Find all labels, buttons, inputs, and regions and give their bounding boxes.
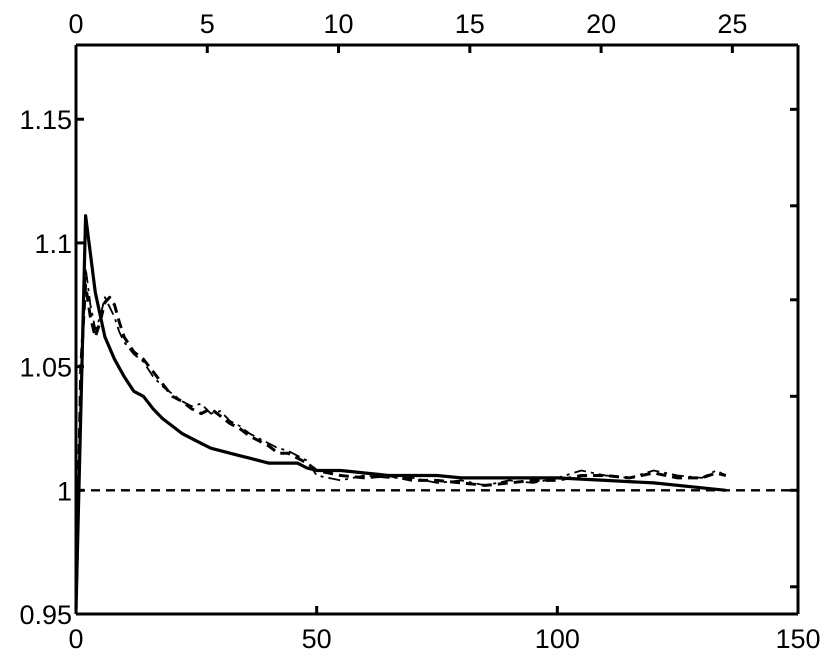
top-tick-label: 15 (455, 9, 485, 39)
x-tick-label: 150 (775, 624, 820, 654)
series-line-solid (74, 214, 726, 610)
series-line-dash-dot (75, 266, 727, 615)
top-tick-label: 20 (586, 9, 616, 39)
x-tick-label: 100 (535, 624, 580, 654)
y-tick-label: 1.05 (19, 353, 72, 383)
top-tick-label: 0 (68, 9, 83, 39)
x-tick-label: 0 (68, 624, 83, 654)
top-tick-label: 25 (717, 9, 747, 39)
y-tick-label: 1.1 (34, 229, 72, 259)
top-tick-label: 10 (324, 9, 354, 39)
series-layer (74, 214, 798, 615)
axis-layer: 0 50 100 150 0 5 10 15 20 25 0.95 1 1.05 1.1 1.15 (19, 9, 820, 654)
top-tick-label: 5 (200, 9, 215, 39)
y-tick-label: 1.15 (19, 105, 72, 135)
x-tick-label: 50 (302, 624, 332, 654)
y-tick-label: 1 (57, 476, 72, 506)
series-line-dashed (74, 283, 727, 615)
y-tick-label: 0.95 (19, 600, 72, 630)
